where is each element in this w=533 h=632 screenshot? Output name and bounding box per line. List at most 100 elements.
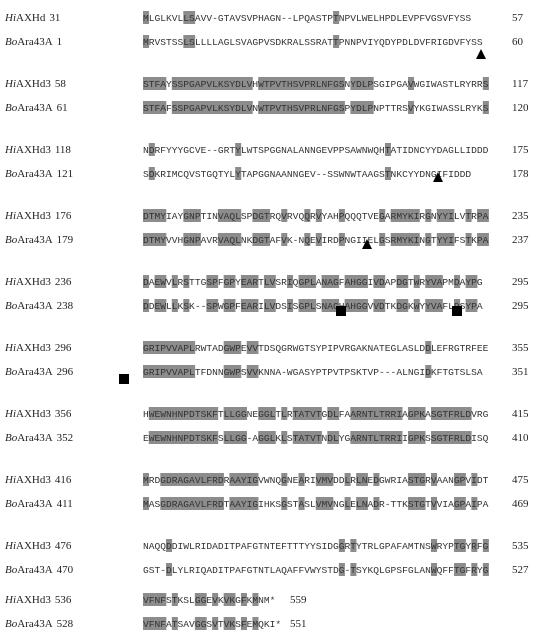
species: Hi	[4, 342, 16, 354]
identity-shade	[315, 407, 322, 420]
identity-shade	[258, 233, 265, 246]
protein: AXHd3	[16, 210, 51, 222]
identity-shade	[206, 431, 213, 444]
identity-shade	[223, 617, 230, 630]
identity-shade	[281, 77, 288, 90]
identity-shade	[465, 275, 472, 288]
identity-shade	[166, 497, 173, 510]
identity-shade	[361, 77, 368, 90]
identity-shade	[235, 167, 242, 180]
identity-shade	[143, 101, 150, 114]
species: Bo	[5, 432, 18, 444]
identity-shade	[327, 473, 334, 486]
identity-shade	[189, 11, 196, 24]
species: Bo	[5, 102, 18, 114]
identity-shade	[298, 431, 305, 444]
identity-shade	[333, 77, 340, 90]
species: Bo	[5, 168, 18, 180]
identity-shade	[148, 365, 155, 378]
sequence: DTMYVVHGNPAVRVAQLNKDGTAFVK-NQEVIRDPNGIIE…	[143, 235, 489, 246]
marker-square	[119, 374, 129, 384]
identity-shade	[212, 101, 219, 114]
identity-shade	[356, 407, 363, 420]
identity-shade	[379, 275, 386, 288]
identity-shade	[171, 341, 178, 354]
end-position: 475	[512, 474, 529, 486]
identity-shade	[269, 101, 276, 114]
identity-shade	[321, 299, 328, 312]
identity-shade	[413, 497, 420, 510]
protein: Ara43A	[17, 564, 52, 576]
identity-shade	[189, 209, 196, 222]
identity-shade	[223, 209, 230, 222]
identity-shade	[235, 497, 242, 510]
identity-shade	[200, 497, 207, 510]
identity-shade	[171, 275, 178, 288]
identity-shade	[229, 233, 236, 246]
identity-shade	[194, 497, 201, 510]
identity-shade	[148, 341, 155, 354]
identity-shade	[327, 77, 334, 90]
identity-shade	[367, 101, 374, 114]
identity-shade	[200, 431, 207, 444]
identity-shade	[189, 407, 196, 420]
sequence-name: BoAra43A 238	[5, 300, 74, 312]
protein: AXHd3	[16, 594, 51, 606]
identity-shade	[252, 617, 259, 630]
identity-shade	[344, 275, 351, 288]
identity-shade	[454, 539, 461, 552]
identity-shade	[436, 209, 443, 222]
identity-shade	[194, 407, 201, 420]
identity-shade	[189, 101, 196, 114]
marker-triangle	[362, 239, 372, 249]
identity-shade	[361, 473, 368, 486]
sequence-name: BoAra43A 352	[5, 432, 73, 444]
identity-shade	[252, 209, 259, 222]
identity-shade	[413, 299, 420, 312]
identity-shade	[229, 497, 236, 510]
identity-shade	[212, 407, 219, 420]
identity-shade	[407, 497, 415, 510]
identity-shade	[373, 473, 380, 486]
protein: AXHd3	[16, 474, 51, 486]
identity-shade	[177, 407, 184, 420]
identity-shade	[465, 299, 472, 312]
identity-shade	[258, 101, 265, 114]
protein: AXHd	[16, 12, 46, 24]
identity-shade	[177, 473, 184, 486]
identity-shade	[154, 431, 161, 444]
identity-shade	[396, 431, 403, 444]
identity-shade	[183, 77, 190, 90]
identity-shade	[235, 233, 242, 246]
sequence: MLGLKVLLSAVV-GTAVSVPHAGN--LPQASTPTNPVLWE…	[143, 13, 471, 24]
identity-shade	[471, 497, 478, 510]
identity-shade	[212, 497, 219, 510]
identity-shade	[350, 77, 357, 90]
identity-shade	[148, 431, 155, 444]
identity-shade	[229, 473, 236, 486]
sequence: STFAYSSPGAPVLKSYDLVHWTPVTHSVPRLNFGSNYDLP…	[143, 79, 489, 90]
protein: Ara43A	[17, 498, 52, 510]
identity-shade	[171, 497, 178, 510]
identity-shade	[240, 473, 247, 486]
identity-shade	[407, 473, 415, 486]
identity-shade	[143, 233, 150, 246]
identity-shade	[459, 431, 466, 444]
species: Hi	[4, 144, 16, 156]
identity-shade	[200, 101, 207, 114]
protein: Ara43A	[17, 432, 52, 444]
identity-shade	[143, 365, 150, 378]
identity-shade	[338, 77, 345, 90]
identity-shade	[465, 209, 472, 222]
sequence: SDKRIMCQVSTGQTYLYTAPGGNAANNGEV--SSWNWTAA…	[143, 169, 471, 180]
start-position: 176	[55, 210, 72, 222]
identity-shade	[310, 101, 317, 114]
species: Bo	[5, 300, 18, 312]
protein: AXHd3	[16, 144, 51, 156]
identity-shade	[177, 431, 184, 444]
identity-shade	[160, 497, 167, 510]
identity-shade	[442, 431, 449, 444]
protein: Ara43A	[17, 168, 52, 180]
identity-shade	[402, 275, 409, 288]
identity-shade	[246, 101, 253, 114]
